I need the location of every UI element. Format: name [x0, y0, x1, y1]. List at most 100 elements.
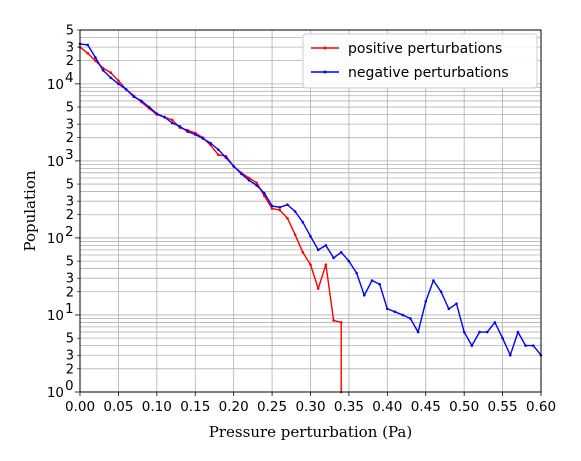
data-point: [508, 353, 512, 357]
data-point: [470, 344, 474, 347]
data-point: [278, 205, 282, 209]
y-minor-tick-label: 5: [66, 24, 74, 39]
y-axis-label: Population: [21, 170, 39, 251]
y-major-tick-label: 10: [47, 77, 64, 93]
series-line-positive: [79, 46, 342, 392]
data-point: [393, 310, 397, 314]
y-major-tick-exponent: 4: [65, 70, 74, 86]
data-point: [424, 300, 428, 303]
x-tick-label: 0.05: [103, 399, 133, 415]
data-point: [286, 203, 289, 206]
y-major-tick-exponent: 2: [65, 224, 74, 240]
y-minor-tick-label: 2: [66, 131, 74, 146]
data-point: [439, 290, 443, 294]
data-point: [86, 51, 89, 55]
data-point: [309, 234, 312, 238]
y-minor-tick-label: 5: [66, 332, 74, 347]
legend-entry: negative perturbations: [348, 65, 509, 81]
data-point: [217, 153, 220, 157]
data-point: [516, 330, 520, 334]
data-point: [193, 133, 197, 136]
x-tick-label: 0.45: [411, 399, 441, 415]
data-point: [432, 279, 435, 282]
y-minor-tick-label: 3: [66, 272, 74, 287]
data-point: [316, 287, 320, 290]
data-point: [94, 56, 97, 59]
data-point: [170, 121, 174, 125]
data-point: [324, 263, 328, 266]
data-point: [455, 302, 458, 306]
x-tick-label: 0.30: [295, 399, 325, 415]
data-point: [347, 259, 351, 263]
data-point: [255, 184, 259, 187]
x-tick-label: 0.55: [488, 399, 518, 415]
x-tick-label: 0.60: [526, 399, 556, 415]
data-point: [362, 293, 366, 297]
series-layer: [78, 42, 543, 394]
data-point: [293, 233, 297, 237]
data-point: [109, 76, 113, 80]
y-major-tick-label: 10: [47, 154, 64, 170]
y-major-tick-exponent: 0: [65, 378, 74, 394]
data-point: [270, 207, 274, 210]
data-point: [247, 178, 251, 182]
legend-entry: positive perturbations: [348, 41, 502, 57]
y-major-tick-exponent: 3: [65, 147, 74, 163]
data-point: [170, 118, 174, 122]
data-point: [355, 271, 358, 275]
data-point: [232, 165, 235, 168]
data-point: [178, 125, 182, 128]
legend-box: [302, 33, 538, 89]
data-point: [201, 137, 205, 140]
data-point: [301, 220, 305, 224]
data-point: [493, 321, 497, 324]
data-point: [263, 191, 266, 195]
x-tick-label: 0.25: [257, 399, 287, 415]
y-major-tick-label: 10: [47, 308, 64, 324]
data-point: [339, 251, 343, 254]
data-point: [316, 248, 320, 252]
y-minor-tick-label: 2: [66, 54, 74, 69]
data-point: [86, 43, 89, 47]
y-minor-tick-label: 3: [66, 349, 74, 364]
x-tick-label: 0.20: [219, 399, 249, 415]
data-point: [124, 87, 128, 91]
data-point: [293, 210, 297, 213]
y-major-tick-label: 10: [47, 385, 64, 401]
data-point: [462, 330, 466, 334]
data-point: [485, 330, 489, 334]
data-point: [132, 95, 136, 99]
x-axis-label: Pressure perturbation (Pa): [209, 423, 412, 441]
y-minor-tick-label: 2: [66, 362, 74, 377]
data-point: [286, 216, 289, 220]
x-tick-label: 0.50: [449, 399, 479, 415]
x-tick-label: 0.15: [180, 399, 210, 415]
data-point: [270, 204, 274, 208]
data-point: [409, 317, 412, 320]
x-tick-label: 0.10: [142, 399, 172, 415]
x-tick-label: 0.40: [372, 399, 402, 415]
data-point: [416, 330, 420, 334]
data-point: [155, 112, 159, 115]
data-point: [332, 319, 335, 322]
data-point: [147, 105, 151, 109]
data-point: [378, 283, 381, 286]
data-point: [94, 59, 97, 62]
data-point: [386, 307, 389, 311]
data-point: [324, 244, 328, 247]
x-axis-ticks: 0.00 0.05 0.10 0.15 0.20 0.25 0.30 0.35 0.40 0.45…: [65, 392, 556, 415]
data-point: [163, 115, 166, 119]
y-minor-tick-label: 5: [66, 101, 74, 116]
legend: positive perturbations negative perturbat…: [302, 33, 538, 89]
data-point: [255, 181, 259, 185]
y-major-tick-exponent: 1: [65, 301, 74, 317]
y-minor-tick-label: 3: [66, 195, 74, 210]
data-point: [217, 148, 220, 151]
data-point: [447, 307, 451, 311]
data-point: [332, 256, 335, 260]
data-point: [247, 176, 251, 180]
data-point: [370, 279, 374, 282]
data-point: [524, 344, 527, 347]
x-tick-label: 0.00: [65, 399, 95, 415]
